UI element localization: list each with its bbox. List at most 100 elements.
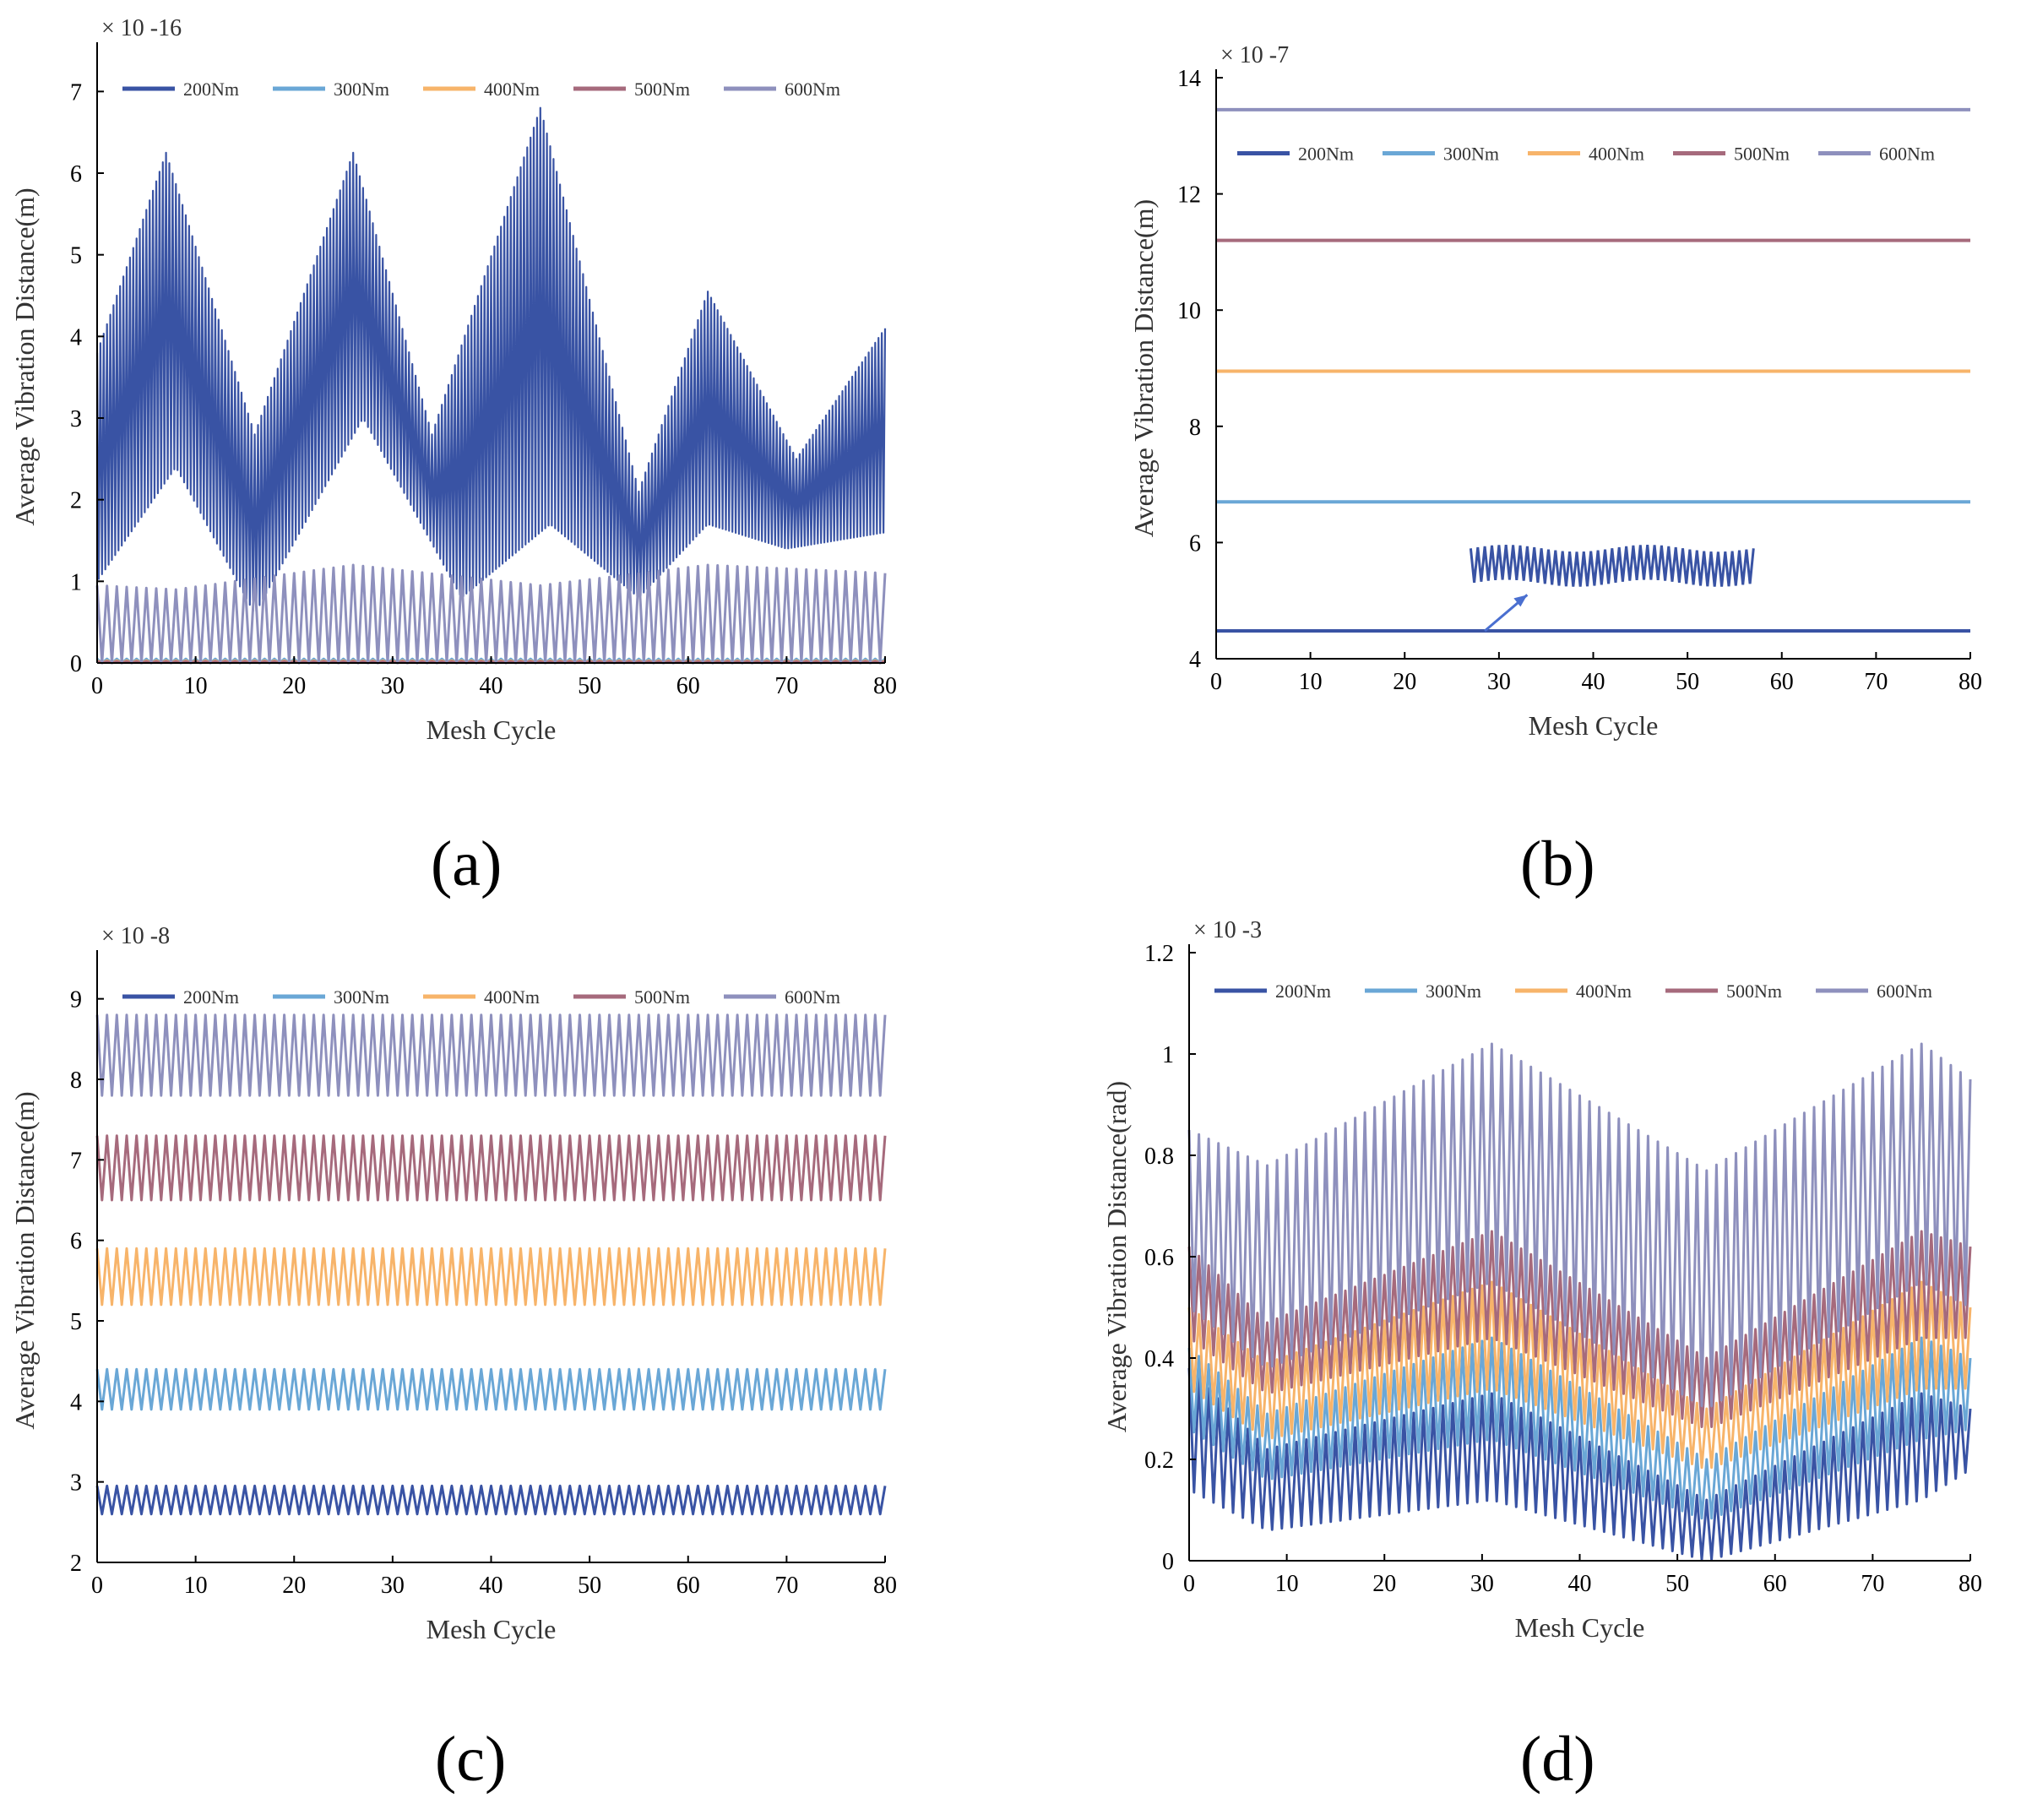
series-line-600Nm — [95, 563, 887, 665]
x-tick-label: 10 — [1299, 669, 1323, 695]
x-tick-label: 50 — [1665, 1571, 1689, 1597]
y-tick-label: 9 — [70, 987, 82, 1013]
x-tick-label: 0 — [1183, 1571, 1195, 1597]
panel-label-c: (c) — [435, 1724, 507, 1795]
y-tick-label: 0.6 — [1144, 1245, 1174, 1271]
x-tick-label: 70 — [774, 1573, 798, 1599]
x-tick-label: 80 — [1959, 669, 1982, 695]
series-line-300Nm — [1187, 1336, 1972, 1520]
y-tick-label: 6 — [70, 1229, 82, 1255]
x-tick-label: 0 — [91, 1573, 103, 1599]
chart-d: 0 10 20 30 40 50 60 70 80 0 0.2 0.4 0.6 0.8 1 1.2 Mesh C… — [1101, 917, 1982, 1643]
x-tick-label: 10 — [184, 673, 208, 699]
legend-label-300Nm: 300Nm — [334, 986, 389, 1008]
y-axis-label: Average Vibration Distance(m) — [9, 187, 40, 525]
y-tick-label: 5 — [70, 1309, 82, 1335]
y-axis-label: Average Vibration Distance(m) — [1128, 199, 1159, 537]
x-tick-label: 80 — [873, 673, 897, 699]
x-tick-label: 0 — [1210, 669, 1222, 695]
x-tick-label: 30 — [1487, 669, 1511, 695]
x-tick-label: 70 — [1861, 1571, 1884, 1597]
series-line-200Nm — [1187, 1367, 1972, 1561]
legend-label-500Nm: 500Nm — [634, 986, 690, 1008]
legend-label-500Nm: 500Nm — [634, 79, 690, 100]
y-tick-label: 0 — [70, 651, 82, 677]
y-tick-label: 10 — [1177, 298, 1201, 324]
y-tick-label: 4 — [1189, 647, 1201, 673]
y-tick-label: 3 — [70, 1470, 82, 1497]
y-tick-label: 0 — [1162, 1549, 1174, 1575]
y-tick-label: 1 — [70, 569, 82, 595]
legend-label-400Nm: 400Nm — [484, 79, 540, 100]
legend-label-400Nm: 400Nm — [484, 986, 540, 1008]
axis-exponent: × 10 -8 — [101, 923, 170, 949]
x-tick-label: 40 — [1568, 1571, 1592, 1597]
panel-label-b: (b) — [1520, 829, 1595, 899]
axis-exponent: × 10 -7 — [1220, 42, 1289, 68]
y-tick-label: 4 — [70, 324, 82, 350]
x-tick-label: 20 — [282, 1573, 306, 1599]
legend-label-300Nm: 300Nm — [1443, 143, 1499, 164]
x-tick-label: 30 — [381, 673, 405, 699]
x-tick-label: 50 — [578, 673, 601, 699]
legend-label-300Nm: 300Nm — [334, 79, 389, 100]
y-axis-label: Average Vibration Distance(m) — [9, 1091, 40, 1429]
y-tick-label: 8 — [70, 1068, 82, 1094]
x-tick-label: 0 — [91, 673, 103, 699]
legend-label-300Nm: 300Nm — [1426, 981, 1481, 1002]
legend-label-200Nm: 200Nm — [183, 79, 239, 100]
x-axis-label: Mesh Cycle — [426, 714, 557, 745]
series-line-400Nm — [95, 1247, 887, 1307]
x-tick-label: 50 — [1676, 669, 1699, 695]
x-tick-label: 40 — [480, 673, 503, 699]
y-tick-label: 0.8 — [1144, 1144, 1174, 1170]
y-tick-label: 1.2 — [1144, 941, 1174, 967]
legend-label-500Nm: 500Nm — [1734, 143, 1790, 164]
x-tick-label: 70 — [1864, 669, 1888, 695]
x-tick-label: 60 — [676, 1573, 700, 1599]
series-line-600Nm — [1187, 1042, 1972, 1408]
x-tick-label: 30 — [381, 1573, 405, 1599]
panel-label-a: (a) — [431, 829, 503, 899]
axis-exponent: × 10 -3 — [1193, 917, 1262, 943]
series-line-200Nm — [95, 106, 887, 612]
y-tick-label: 14 — [1177, 66, 1201, 92]
series-line-200Nm — [95, 1484, 887, 1516]
legend-label-400Nm: 400Nm — [1589, 143, 1644, 164]
x-tick-label: 60 — [676, 673, 700, 699]
inset-waveform — [1469, 545, 1755, 587]
x-tick-label: 30 — [1470, 1571, 1494, 1597]
y-tick-label: 3 — [70, 406, 82, 432]
y-tick-label: 0.4 — [1144, 1346, 1174, 1372]
x-tick-label: 10 — [1275, 1571, 1299, 1597]
y-tick-label: 8 — [1189, 415, 1201, 441]
legend-label-600Nm: 600Nm — [785, 986, 840, 1008]
legend-label-600Nm: 600Nm — [1879, 143, 1935, 164]
x-tick-label: 50 — [578, 1573, 601, 1599]
x-tick-label: 20 — [1372, 1571, 1396, 1597]
chart-c: 0 10 20 30 40 50 60 70 80 2 3 4 5 6 7 8 9 Mesh Cycle Avera… — [9, 923, 897, 1644]
x-tick-label: 40 — [480, 1573, 503, 1599]
x-tick-label: 20 — [1393, 669, 1416, 695]
x-tick-label: 60 — [1770, 669, 1794, 695]
legend-label-200Nm: 200Nm — [1298, 143, 1354, 164]
x-axis-label: Mesh Cycle — [1515, 1612, 1645, 1643]
x-tick-label: 80 — [873, 1573, 897, 1599]
legend-label-500Nm: 500Nm — [1726, 981, 1782, 1002]
series-line-400Nm — [1187, 1280, 1972, 1470]
inset-arrowhead — [1513, 595, 1528, 607]
x-tick-label: 80 — [1959, 1571, 1982, 1597]
y-axis-label: Average Vibration Distance(rad) — [1101, 1081, 1132, 1432]
series-line-600Nm — [95, 1013, 887, 1097]
series-line-300Nm — [95, 1367, 887, 1411]
y-tick-label: 0.2 — [1144, 1448, 1174, 1474]
legend-label-600Nm: 600Nm — [785, 79, 840, 100]
x-tick-label: 20 — [282, 673, 306, 699]
legend-label-200Nm: 200Nm — [1275, 981, 1331, 1002]
y-tick-label: 2 — [70, 488, 82, 514]
y-tick-label: 1 — [1162, 1042, 1174, 1068]
x-tick-label: 70 — [774, 673, 798, 699]
chart-b: 0 10 20 30 40 50 60 70 80 4 6 8 10 12 14 Mesh Cycle Aver… — [1128, 42, 1982, 741]
axis-exponent: × 10 -16 — [101, 15, 182, 41]
